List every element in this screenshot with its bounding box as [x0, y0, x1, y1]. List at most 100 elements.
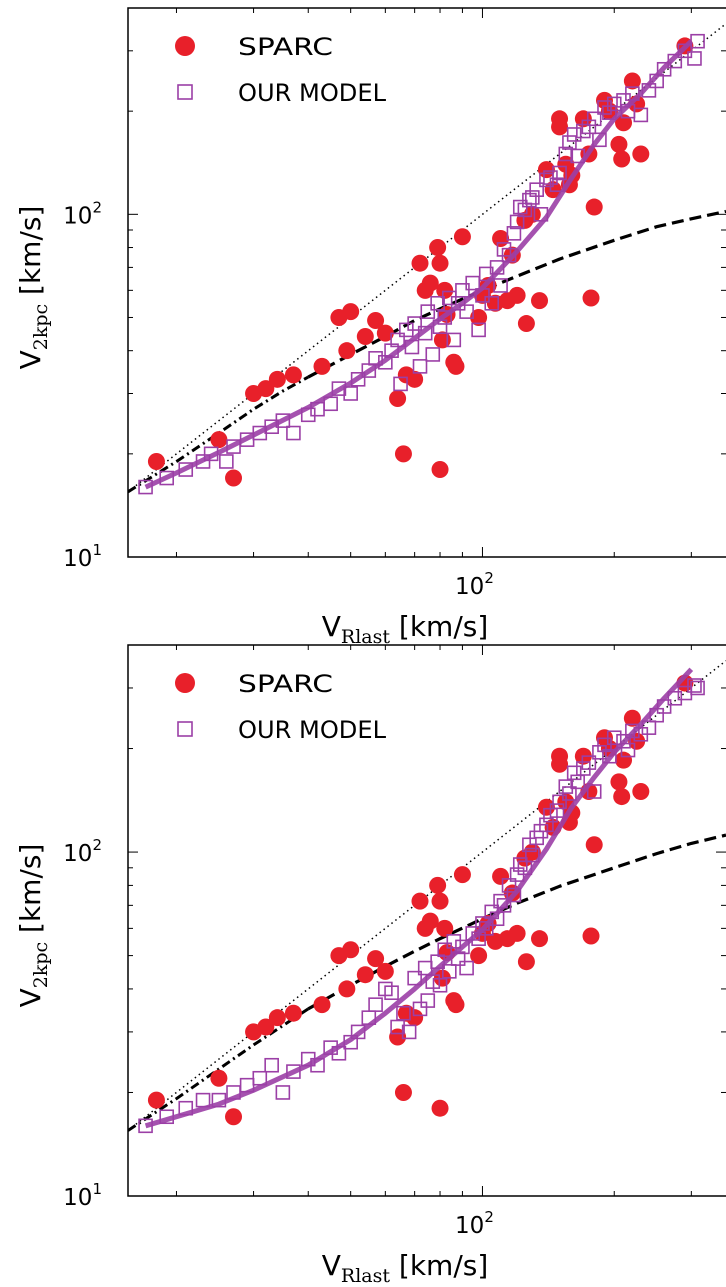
sparc-point — [447, 357, 465, 375]
plot-area — [128, 660, 726, 1134]
sparc-point — [453, 228, 471, 246]
sparc-point — [376, 962, 394, 980]
sparc-point — [268, 1009, 286, 1027]
model-point — [407, 316, 422, 331]
model-point — [641, 720, 657, 735]
model-point — [606, 730, 622, 746]
sparc-point — [517, 315, 535, 333]
sparc-point — [342, 303, 360, 321]
model-point — [529, 182, 544, 197]
model-point — [219, 454, 234, 469]
plot-frame — [127, 644, 726, 1197]
sparc-point — [508, 286, 526, 304]
sparc-point — [394, 445, 412, 463]
model-point — [566, 765, 582, 781]
sparc-point — [406, 1009, 424, 1027]
model-point — [493, 278, 508, 293]
dash-dot-curve — [128, 1007, 310, 1132]
model-point — [549, 803, 565, 818]
model-point — [496, 898, 512, 913]
sparc-point — [551, 110, 569, 128]
sparc-point — [389, 390, 407, 408]
x-axis-ticks — [175, 645, 692, 1196]
model-point — [549, 177, 565, 193]
model-point — [562, 135, 577, 150]
sparc-point — [470, 308, 488, 326]
model-point — [597, 100, 612, 115]
model-point — [525, 847, 540, 863]
model-point — [552, 794, 567, 810]
sparc-point — [531, 930, 549, 948]
model-point — [471, 322, 486, 338]
sparc-point — [367, 950, 385, 968]
sparc-point — [313, 996, 331, 1014]
sparc-point — [406, 370, 424, 388]
plot-frame — [127, 7, 726, 558]
x-axis-ticks — [175, 8, 692, 557]
sparc-point — [284, 1004, 302, 1022]
model-point — [396, 1005, 411, 1021]
sparc-point — [613, 788, 631, 806]
model-point — [455, 939, 470, 955]
x-axis-label: VRlast [km/s] — [322, 610, 489, 648]
model-point — [195, 1092, 211, 1108]
x-tick-label: 102 — [455, 569, 494, 600]
sparc-point — [356, 327, 374, 345]
sparc-point — [632, 145, 650, 163]
sparc-point — [615, 751, 633, 769]
sparc-point — [225, 1108, 243, 1126]
model-point — [566, 127, 582, 142]
sparc-point — [421, 912, 439, 930]
legend: SPARC OUR MODEL — [175, 670, 387, 744]
legend-label: OUR MODEL — [238, 79, 387, 107]
y-axis-ticks — [128, 644, 726, 1197]
sparc-point — [551, 747, 569, 765]
model-point — [581, 119, 597, 135]
sparc-point — [338, 342, 356, 360]
sparc-point — [508, 924, 526, 942]
model-point — [690, 680, 705, 696]
model-point — [442, 290, 457, 306]
y-tick-label: 101 — [63, 541, 102, 572]
model-point — [687, 51, 702, 66]
one-to-one-dotted-line — [128, 23, 726, 493]
sparc-point — [147, 452, 165, 470]
model-point — [592, 132, 607, 148]
model-point — [687, 678, 702, 693]
model-point — [525, 190, 540, 205]
sparc-point — [431, 892, 449, 910]
legend-marker-model — [177, 721, 193, 737]
legend: SPARC OUR MODEL — [175, 33, 387, 107]
sparc-point — [313, 357, 331, 375]
sparc-point — [356, 966, 374, 984]
sparc-point — [492, 230, 510, 248]
sparc-point — [531, 292, 549, 310]
plot-area — [128, 23, 726, 495]
model-point — [509, 214, 525, 230]
sparc-point — [147, 1091, 165, 1109]
model-point — [459, 960, 474, 976]
model-point — [384, 985, 399, 1001]
legend-marker-sparc — [175, 673, 195, 693]
y-tick-label: 102 — [63, 836, 102, 867]
sparc-point — [623, 72, 641, 90]
y-axis-ticks — [128, 7, 726, 558]
sparc-point — [429, 876, 447, 894]
sparc-point — [376, 324, 394, 342]
model-point — [420, 993, 436, 1008]
sparc-point — [394, 1083, 412, 1101]
sparc-point — [225, 469, 243, 487]
sparc-point — [257, 1018, 275, 1036]
sparc-point — [623, 709, 641, 727]
sparc-point — [517, 953, 535, 971]
sparc-point — [447, 996, 465, 1014]
sparc-point — [436, 281, 454, 299]
sparc-point — [431, 254, 449, 272]
one-to-one-dotted-line — [128, 660, 726, 1132]
model-point — [512, 857, 528, 872]
model-point — [459, 304, 474, 319]
sparc-point — [453, 866, 471, 884]
sparc-point — [585, 198, 603, 216]
legend-marker-model — [177, 84, 193, 100]
sparc-point — [582, 289, 600, 307]
